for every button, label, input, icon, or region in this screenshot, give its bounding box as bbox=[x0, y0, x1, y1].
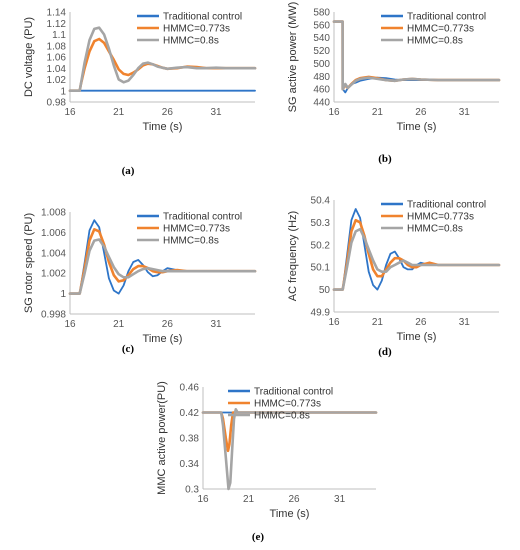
x-tick-label: 16 bbox=[328, 107, 340, 118]
y-tick-label: 0.42 bbox=[180, 408, 200, 419]
x-tick-label: 21 bbox=[372, 317, 384, 328]
y-tick-label: 0.38 bbox=[180, 434, 200, 445]
x-axis-label: Time (s) bbox=[143, 333, 183, 345]
chart-panel-5: 0.3 0.34 0.38 0.42 0.46 16 21 26 31 MMC active po… bbox=[156, 381, 378, 543]
chart-panel-4: 49.9 50 50.1 50.2 50.3 50.4 16 21 26 31 AC frequen… bbox=[287, 196, 501, 358]
panel-caption: (d) bbox=[378, 346, 392, 358]
y-tick-label: 1.008 bbox=[41, 208, 66, 219]
x-tick-label: 31 bbox=[459, 317, 471, 328]
legend-entry: Traditional control bbox=[163, 12, 242, 23]
legend-entry: HMMC=0.8s bbox=[163, 236, 219, 247]
legend-entry: HMMC=0.773s bbox=[163, 224, 230, 235]
x-axis-label: Time (s) bbox=[270, 508, 310, 520]
y-tick-label: 50 bbox=[319, 285, 331, 296]
y-tick-label: 1 bbox=[60, 289, 66, 300]
y-tick-label: 1.14 bbox=[47, 8, 67, 19]
y-tick-label: 0.34 bbox=[180, 459, 200, 470]
y-tick-label: 1.02 bbox=[47, 75, 67, 86]
y-tick-label: 480 bbox=[313, 72, 330, 83]
y-axis-label: MMC active power(PU) bbox=[156, 381, 168, 495]
y-axis-label: SG rotor speed (PU) bbox=[23, 213, 35, 313]
y-axis-label: SG active power (MW) bbox=[287, 2, 299, 113]
y-tick-label: 460 bbox=[313, 85, 330, 96]
legend-entry: HMMC=0.773s bbox=[407, 212, 474, 223]
legend-entry: HMMC=0.773s bbox=[254, 399, 321, 410]
y-tick-label: 1.04 bbox=[47, 64, 67, 75]
panel-caption: (e) bbox=[252, 531, 265, 543]
x-tick-label: 21 bbox=[113, 107, 125, 118]
y-tick-label: 50.1 bbox=[311, 263, 331, 274]
series-line-gray bbox=[201, 407, 378, 491]
x-tick-label: 26 bbox=[415, 107, 427, 118]
x-axis-label: Time (s) bbox=[397, 121, 437, 133]
y-tick-label: 50.2 bbox=[311, 240, 331, 251]
y-tick-label: 520 bbox=[313, 46, 330, 57]
x-tick-label: 21 bbox=[113, 319, 125, 330]
legend-entry: HMMC=0.8s bbox=[163, 36, 219, 47]
x-tick-label: 31 bbox=[210, 319, 222, 330]
y-tick-label: 1.004 bbox=[41, 248, 66, 259]
x-tick-label: 31 bbox=[210, 107, 222, 118]
y-tick-label: 1 bbox=[60, 86, 66, 97]
series-line-gray bbox=[68, 26, 257, 92]
legend-entry: Traditional control bbox=[254, 387, 333, 398]
legend-entry: HMMC=0.8s bbox=[407, 36, 463, 47]
y-tick-label: 50.4 bbox=[311, 196, 331, 207]
x-tick-label: 16 bbox=[64, 319, 76, 330]
y-tick-label: 49.9 bbox=[311, 308, 331, 319]
legend-entry: Traditional control bbox=[407, 12, 486, 23]
chart-panel-3: 0.998 1 1.002 1.004 1.006 1.008 16 21 26 31 SG rot… bbox=[23, 208, 257, 355]
series-line-gray bbox=[332, 227, 501, 291]
y-tick-label: 580 bbox=[313, 8, 330, 19]
y-tick-label: 50.3 bbox=[311, 218, 331, 229]
legend-entry: HMMC=0.773s bbox=[163, 24, 230, 35]
y-tick-label: 500 bbox=[313, 59, 330, 70]
legend-entry: HMMC=0.773s bbox=[407, 24, 474, 35]
x-tick-label: 16 bbox=[64, 107, 76, 118]
series-line-orange bbox=[68, 37, 257, 92]
y-tick-label: 1.08 bbox=[47, 41, 67, 52]
x-tick-label: 26 bbox=[288, 494, 300, 505]
y-tick-label: 1.06 bbox=[47, 53, 67, 64]
panel-caption: (b) bbox=[378, 153, 392, 165]
x-tick-label: 16 bbox=[197, 494, 209, 505]
x-tick-label: 21 bbox=[372, 107, 384, 118]
x-tick-label: 31 bbox=[459, 107, 471, 118]
y-tick-label: 0.998 bbox=[41, 310, 66, 321]
legend-entry: Traditional control bbox=[407, 200, 486, 211]
y-tick-label: 1.1 bbox=[52, 30, 66, 41]
y-tick-label: 540 bbox=[313, 33, 330, 44]
y-tick-label: 560 bbox=[313, 20, 330, 31]
y-axis-label: DC voltage (PU) bbox=[23, 17, 35, 97]
y-tick-label: 0.46 bbox=[180, 383, 200, 394]
series-line-orange bbox=[332, 218, 501, 291]
panel-caption: (c) bbox=[122, 343, 135, 355]
legend-entry: HMMC=0.8s bbox=[254, 411, 310, 422]
legend-entry: Traditional control bbox=[163, 212, 242, 223]
series-line-gray bbox=[332, 20, 501, 91]
x-tick-label: 31 bbox=[334, 494, 346, 505]
y-tick-label: 1.006 bbox=[41, 228, 66, 239]
x-axis-label: Time (s) bbox=[397, 331, 437, 343]
x-tick-label: 26 bbox=[415, 317, 427, 328]
y-tick-label: 0.3 bbox=[185, 485, 199, 496]
legend-entry: HMMC=0.8s bbox=[407, 224, 463, 235]
y-tick-label: 1.002 bbox=[41, 269, 66, 280]
y-tick-label: 0.98 bbox=[47, 98, 67, 109]
x-tick-label: 26 bbox=[162, 107, 174, 118]
x-tick-label: 26 bbox=[162, 319, 174, 330]
x-tick-label: 16 bbox=[328, 317, 340, 328]
x-axis-label: Time (s) bbox=[143, 121, 183, 133]
x-tick-label: 21 bbox=[243, 494, 255, 505]
series-line-gray bbox=[68, 238, 257, 295]
panel-caption: (a) bbox=[122, 165, 135, 177]
y-axis-label: AC frequency (Hz) bbox=[287, 211, 299, 301]
y-tick-label: 440 bbox=[313, 98, 330, 109]
y-tick-label: 1.12 bbox=[47, 19, 67, 30]
